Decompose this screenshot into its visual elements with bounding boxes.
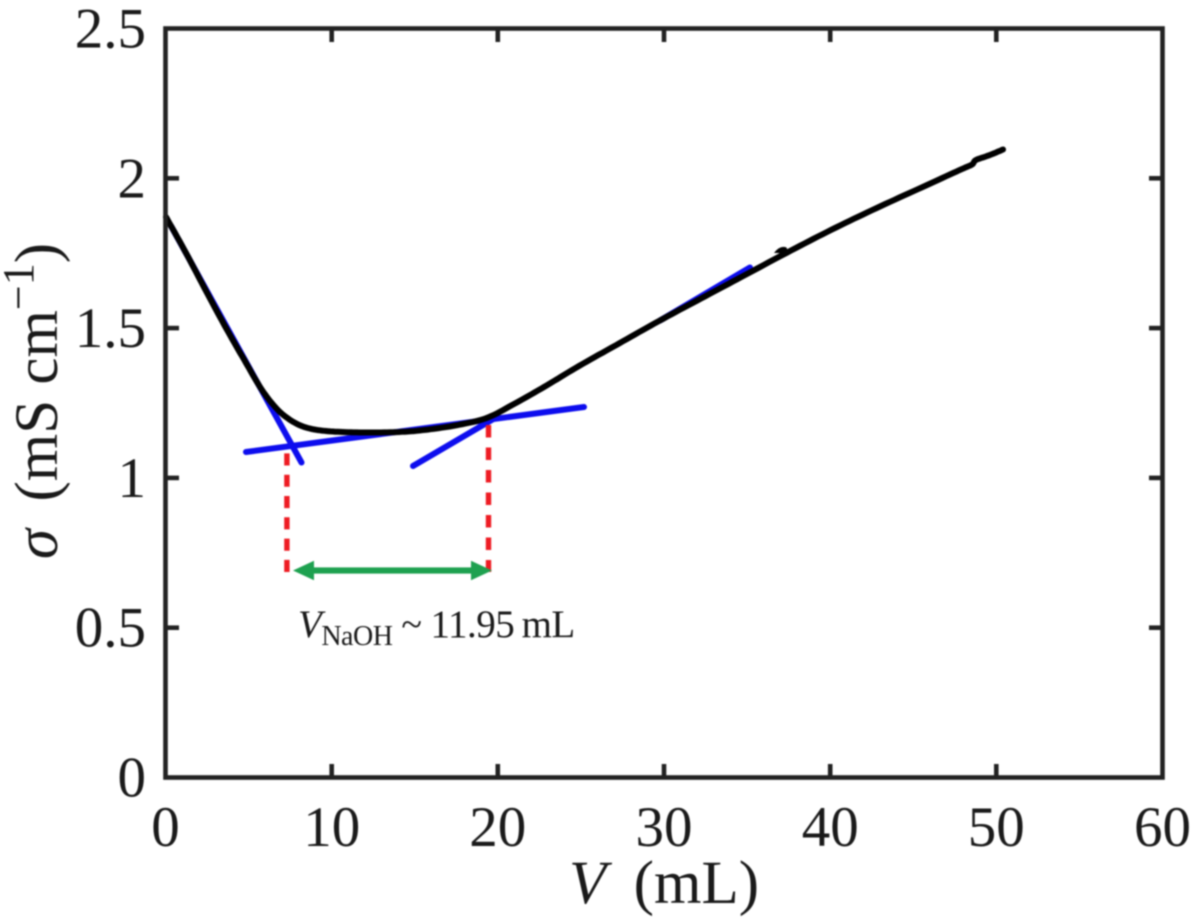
svg-text:0: 0 bbox=[118, 747, 147, 810]
svg-text:60: 60 bbox=[1134, 796, 1191, 859]
svg-text:1.5: 1.5 bbox=[75, 297, 146, 360]
svg-text:0: 0 bbox=[151, 796, 180, 859]
svg-text:2: 2 bbox=[118, 147, 147, 210]
svg-text:50: 50 bbox=[968, 796, 1025, 859]
svg-text:0.5: 0.5 bbox=[75, 597, 146, 660]
svg-text:2.5: 2.5 bbox=[75, 0, 146, 61]
svg-text:10: 10 bbox=[303, 796, 360, 859]
svg-text:1: 1 bbox=[118, 447, 147, 510]
svg-text:V (mL): V (mL) bbox=[569, 850, 759, 917]
svg-text:20: 20 bbox=[469, 796, 526, 859]
svg-text:40: 40 bbox=[802, 796, 859, 859]
svg-text:30: 30 bbox=[636, 796, 693, 859]
